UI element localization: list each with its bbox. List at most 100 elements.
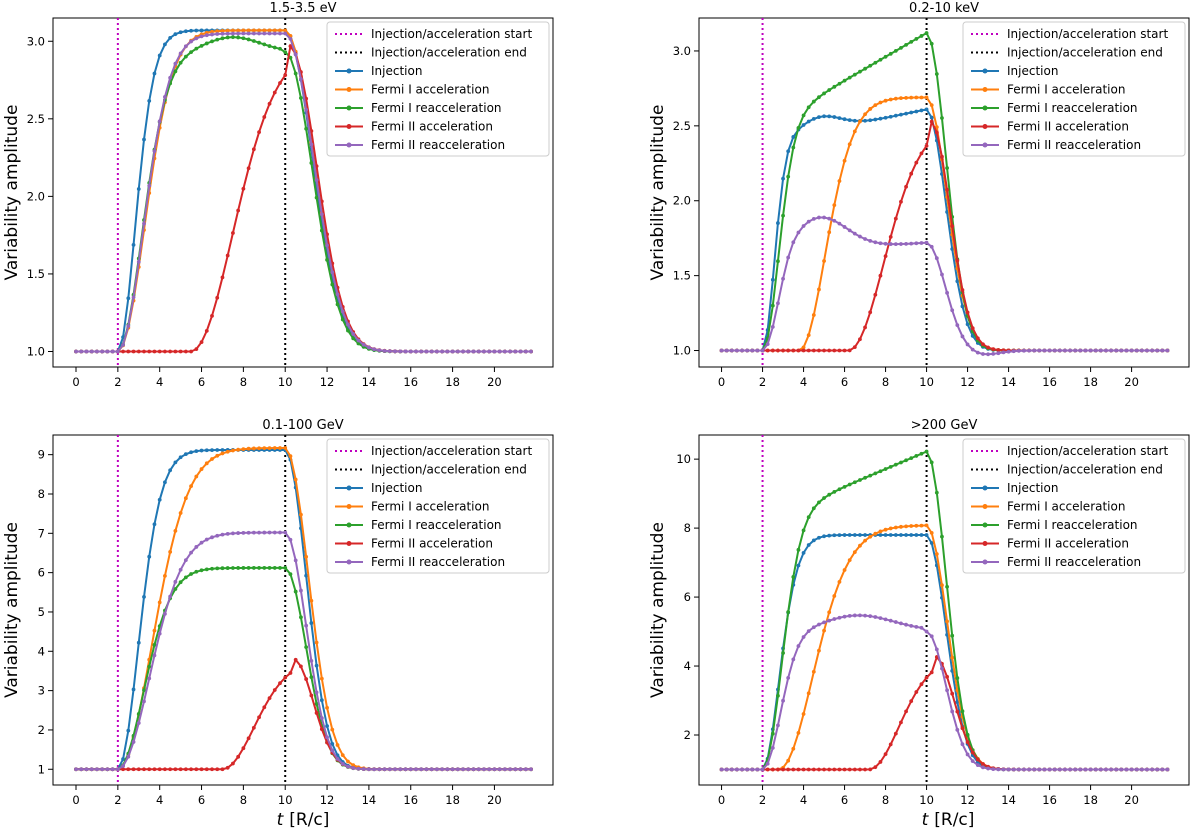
data-point [1057,767,1062,772]
data-point [236,28,241,33]
data-point [121,764,125,768]
data-point [1052,767,1057,772]
data-point [863,538,867,543]
data-point [241,447,246,452]
data-point [822,620,826,625]
data-point [210,566,214,571]
data-point [356,766,361,771]
x-tick-label: 10 [919,793,934,807]
data-point [822,496,826,500]
data-point [904,458,908,463]
data-point [837,579,842,584]
data-point [152,767,157,772]
data-point [204,33,209,38]
x-tick-label: 18 [445,793,460,807]
legend-marker [346,105,352,111]
x-tick-label: 12 [960,793,975,807]
data-point [429,767,434,772]
data-point [210,448,214,452]
y-tick-label: 8 [38,487,45,501]
data-point [786,675,791,680]
data-point [852,118,857,123]
x-tick-label: 6 [841,375,848,389]
data-point [204,461,209,466]
data-point [529,349,533,354]
data-point [278,681,282,686]
data-point [450,349,455,354]
data-point [847,348,852,353]
data-point [822,215,826,220]
data-point [965,310,970,315]
data-point [776,301,780,306]
legend-marker [346,541,352,546]
data-point [950,633,955,638]
data-point [960,334,965,339]
data-point [272,28,277,33]
data-point [955,323,960,327]
series-line [76,32,532,353]
data-point [183,29,188,34]
data-point [796,730,801,735]
data-point [940,272,944,277]
legend-item-f1r: Fermi I reacceleration [335,518,502,532]
data-point [863,237,867,241]
data-point [100,349,105,354]
legend-label: Injection [1007,64,1058,78]
x-tick-label: 16 [1042,375,1057,389]
data-point [817,348,821,353]
data-point [293,657,298,662]
data-point [152,643,157,647]
data-point [136,187,141,191]
data-point [888,97,893,102]
y-tick-label: 1.0 [673,344,691,358]
data-point [189,550,193,555]
data-point [842,614,847,619]
data-point [419,349,424,354]
data-point [806,543,811,547]
data-point [832,767,837,772]
data-point [1119,767,1124,772]
data-point [225,449,230,454]
data-point [832,617,837,621]
data-point [157,349,162,354]
legend-item-f2a: Fermi II acceleration [971,537,1129,551]
data-point [487,767,492,772]
data-point [382,348,387,353]
data-point [919,34,924,38]
legend-item-f1a: Fermi I acceleration [971,500,1125,514]
data-point [262,31,267,36]
legend-item-f2r: Fermi II reacceleration [971,555,1141,569]
data-point [283,566,288,570]
data-point [801,712,806,716]
y-tick-label: 6 [38,566,45,580]
data-point [975,757,980,762]
data-point [817,767,821,772]
data-point [267,566,272,570]
data-point [858,69,862,74]
data-point [899,524,903,529]
data-point [904,95,908,100]
data-point [142,137,146,142]
data-point [351,332,356,336]
data-point [806,105,811,110]
data-point [858,533,862,537]
data-point [776,348,780,353]
legend-label: Fermi II acceleration [1007,120,1129,134]
legend-label: Fermi I reacceleration [371,101,502,115]
data-point [847,482,852,487]
legend-item-end: Injection/acceleration end [335,46,527,60]
data-point [215,448,220,452]
data-point [776,221,780,225]
y-tick-label: 3.0 [27,34,45,48]
data-point [257,566,261,570]
data-point [236,35,241,40]
data-point [740,348,744,353]
data-point [945,584,949,589]
data-point [945,619,949,624]
data-point [822,91,826,96]
data-point [817,535,821,540]
data-point [893,113,898,118]
data-point [241,36,246,41]
data-point [382,767,387,772]
data-point [1155,767,1160,772]
